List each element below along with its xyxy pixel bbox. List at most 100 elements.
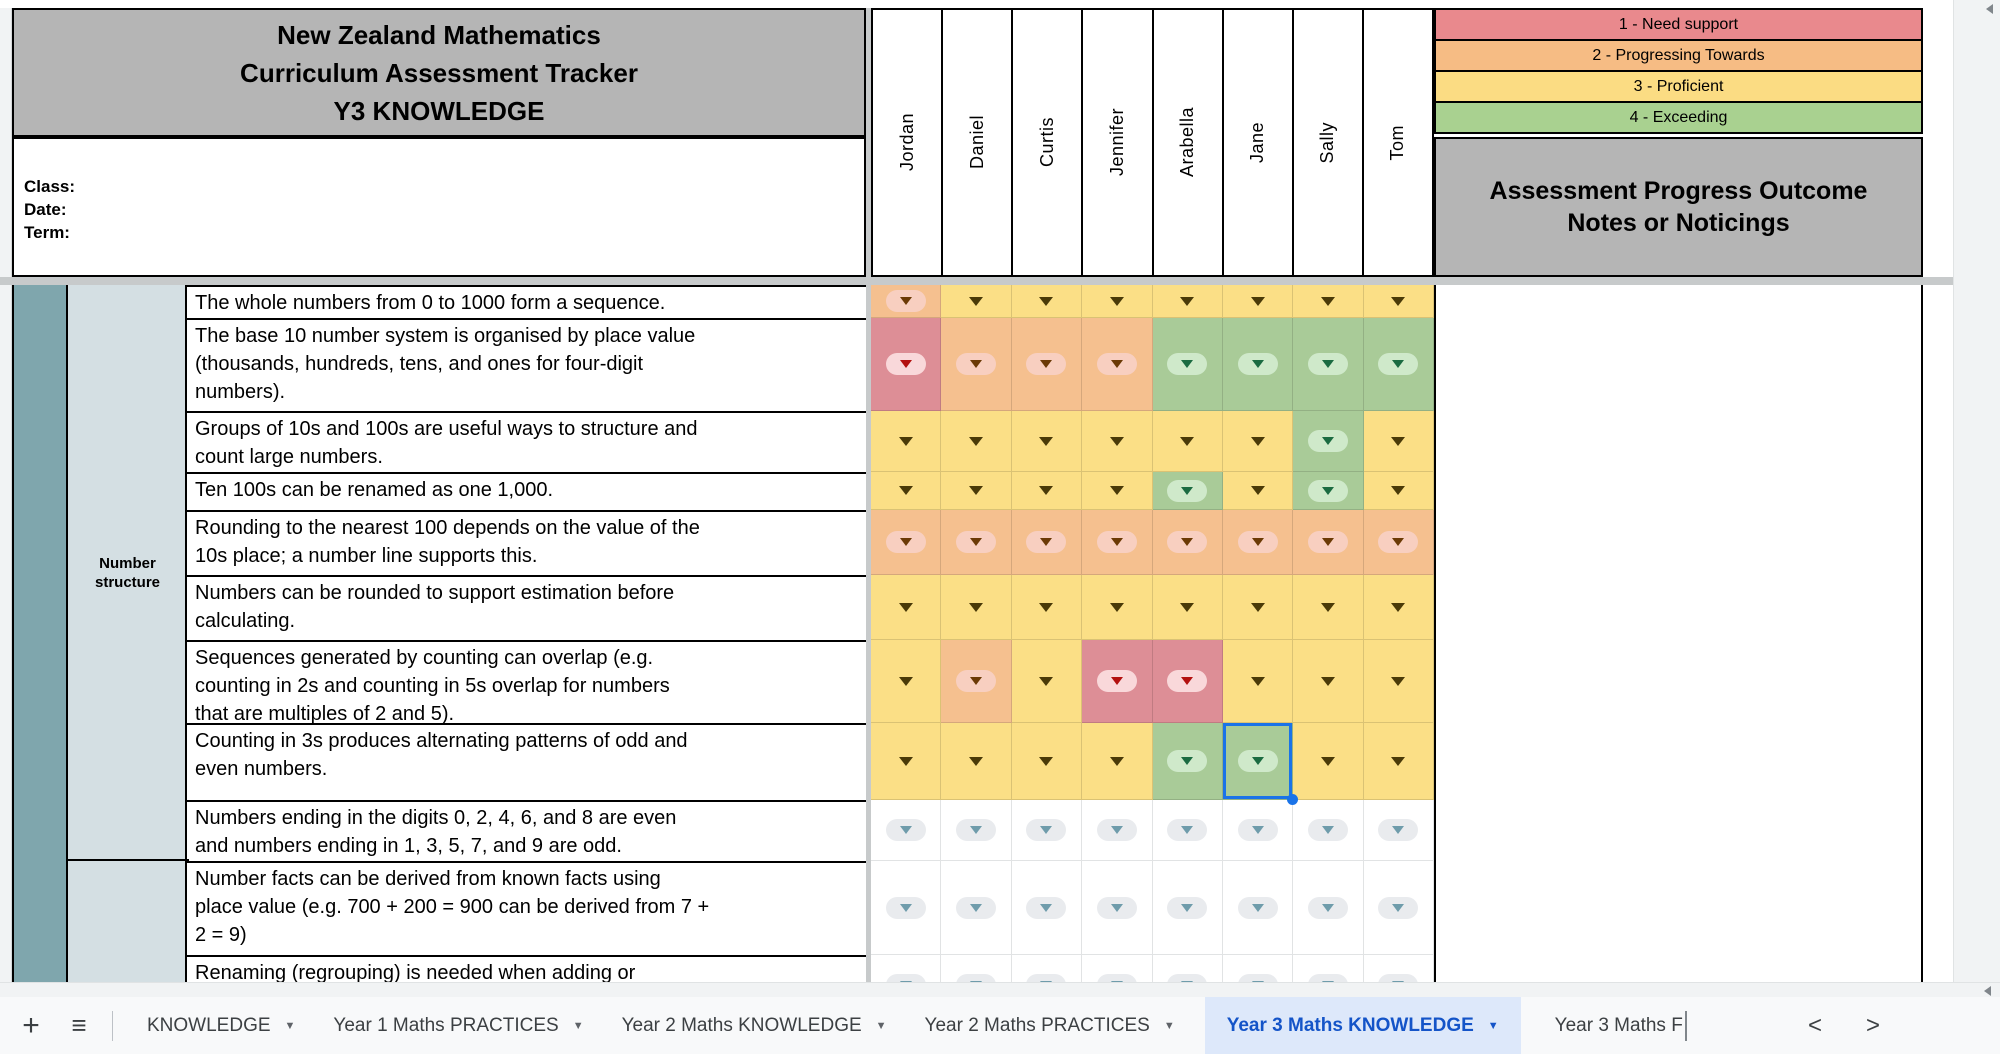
frozen-rows-divider[interactable] bbox=[0, 277, 1953, 285]
assessment-cell[interactable] bbox=[1363, 640, 1434, 723]
dropdown-chip[interactable] bbox=[1026, 896, 1067, 919]
assessment-cell[interactable] bbox=[1152, 861, 1223, 955]
dropdown-chip[interactable] bbox=[1378, 353, 1419, 375]
dropdown-arrow-icon[interactable] bbox=[899, 826, 912, 834]
assessment-cell-selected[interactable] bbox=[1222, 723, 1299, 805]
dropdown-arrow-icon[interactable] bbox=[1109, 602, 1124, 612]
statement-cell[interactable]: The whole numbers from 0 to 1000 form a … bbox=[187, 287, 866, 320]
tabs-scroll-left-button[interactable]: < bbox=[1808, 1011, 1823, 1039]
dropdown-chip[interactable] bbox=[1026, 531, 1067, 553]
statement-cell[interactable]: Counting in 3s produces alternating patt… bbox=[187, 725, 866, 802]
dropdown-arrow-icon[interactable] bbox=[1110, 677, 1123, 685]
statement-cell[interactable]: Ten 100s can be renamed as one 1,000. bbox=[187, 474, 866, 512]
dropdown-arrow-icon[interactable] bbox=[899, 297, 912, 305]
student-col-header[interactable]: Jordan bbox=[873, 10, 944, 275]
assessment-cell[interactable] bbox=[1293, 285, 1364, 318]
dropdown-arrow-icon[interactable] bbox=[1392, 903, 1405, 912]
assessment-cell[interactable] bbox=[1011, 411, 1083, 472]
assessment-cell[interactable] bbox=[1363, 800, 1434, 861]
statement-cell[interactable]: Number facts can be derived from known f… bbox=[187, 863, 866, 957]
dropdown-arrow-icon[interactable] bbox=[1181, 826, 1194, 834]
tab-menu-arrow-icon[interactable]: ▼ bbox=[875, 1019, 887, 1032]
assessment-cell[interactable] bbox=[941, 861, 1012, 955]
dropdown-arrow-icon[interactable] bbox=[898, 676, 913, 686]
assessment-cell[interactable] bbox=[941, 640, 1012, 723]
assessment-cell[interactable] bbox=[1082, 318, 1153, 411]
dropdown-arrow-icon[interactable] bbox=[1181, 538, 1194, 546]
dropdown-arrow-icon[interactable] bbox=[1321, 903, 1334, 912]
tab-menu-arrow-icon[interactable]: ▼ bbox=[572, 1019, 584, 1032]
student-col-header[interactable]: Jennifer bbox=[1083, 10, 1154, 275]
dropdown-chip[interactable] bbox=[1307, 531, 1348, 553]
dropdown-arrow-icon[interactable] bbox=[1391, 436, 1406, 446]
assessment-cell[interactable] bbox=[1011, 575, 1083, 640]
dropdown-arrow-icon[interactable] bbox=[1181, 903, 1194, 912]
dropdown-arrow-icon[interactable] bbox=[1180, 296, 1195, 306]
dropdown-arrow-icon[interactable] bbox=[1251, 538, 1264, 546]
dropdown-arrow-icon[interactable] bbox=[1391, 676, 1406, 686]
dropdown-chip[interactable] bbox=[885, 290, 926, 312]
dropdown-arrow-icon[interactable] bbox=[1391, 602, 1406, 612]
dropdown-chip[interactable] bbox=[956, 670, 997, 692]
dropdown-arrow-icon[interactable] bbox=[1039, 486, 1054, 495]
assessment-cell[interactable] bbox=[1152, 800, 1223, 861]
dropdown-chip[interactable] bbox=[1167, 670, 1208, 692]
assessment-cell[interactable] bbox=[1222, 318, 1294, 411]
assessment-cell[interactable] bbox=[941, 318, 1012, 411]
assessment-cell[interactable] bbox=[1293, 411, 1364, 472]
student-col-header[interactable]: Curtis bbox=[1013, 10, 1084, 275]
dropdown-arrow-icon[interactable] bbox=[1039, 436, 1054, 446]
assessment-cell[interactable] bbox=[1011, 285, 1083, 318]
assessment-cell[interactable] bbox=[1293, 723, 1364, 800]
dropdown-arrow-icon[interactable] bbox=[1180, 436, 1195, 446]
frozen-columns-divider[interactable] bbox=[866, 8, 871, 982]
dropdown-chip[interactable] bbox=[1307, 479, 1348, 502]
dropdown-chip[interactable] bbox=[1167, 479, 1208, 502]
dropdown-arrow-icon[interactable] bbox=[1320, 602, 1335, 612]
statement-cell[interactable]: Numbers can be rounded to support estima… bbox=[187, 577, 866, 642]
assessment-cell[interactable] bbox=[1011, 800, 1083, 861]
statement-cell[interactable]: The base 10 number system is organised b… bbox=[187, 320, 866, 413]
assessment-cell[interactable] bbox=[1082, 800, 1153, 861]
dropdown-chip[interactable] bbox=[1096, 896, 1137, 919]
statement-cell[interactable]: Rounding to the nearest 100 depends on t… bbox=[187, 512, 866, 577]
dropdown-chip[interactable] bbox=[885, 896, 926, 919]
dropdown-arrow-icon[interactable] bbox=[1250, 486, 1265, 495]
assessment-cell[interactable] bbox=[1152, 575, 1223, 640]
dropdown-arrow-icon[interactable] bbox=[1251, 360, 1264, 368]
sheet-tab[interactable]: KNOWLEDGE ▼ bbox=[143, 997, 299, 1054]
statement-cell[interactable]: Groups of 10s and 100s are useful ways t… bbox=[187, 413, 866, 474]
dropdown-arrow-icon[interactable] bbox=[1039, 602, 1054, 612]
student-col-header[interactable]: Daniel bbox=[943, 10, 1014, 275]
dropdown-chip[interactable] bbox=[1307, 430, 1348, 452]
dropdown-chip[interactable] bbox=[956, 353, 997, 375]
assessment-cell[interactable] bbox=[1011, 640, 1083, 723]
assessment-cell[interactable] bbox=[871, 285, 942, 318]
assessment-cell[interactable] bbox=[1082, 510, 1153, 575]
sheet-tab[interactable]: Year 2 Maths KNOWLEDGE ▼ bbox=[618, 997, 891, 1054]
assessment-cell[interactable] bbox=[1152, 285, 1223, 318]
horizontal-scrollbar[interactable] bbox=[0, 982, 2000, 997]
dropdown-arrow-icon[interactable] bbox=[1321, 437, 1334, 445]
assessment-cell[interactable] bbox=[1363, 318, 1434, 411]
add-sheet-button[interactable]: + bbox=[22, 1008, 40, 1042]
dropdown-arrow-icon[interactable] bbox=[1250, 676, 1265, 686]
assessment-cell[interactable] bbox=[1152, 318, 1223, 411]
dropdown-arrow-icon[interactable] bbox=[1040, 360, 1053, 368]
dropdown-chip[interactable] bbox=[1096, 819, 1137, 841]
assessment-cell[interactable] bbox=[1293, 861, 1364, 955]
assessment-cell[interactable] bbox=[1363, 510, 1434, 575]
assessment-cell[interactable] bbox=[871, 861, 942, 955]
tabs-scroll-right-button[interactable]: > bbox=[1866, 1011, 1881, 1039]
assessment-cell[interactable] bbox=[1152, 723, 1223, 800]
dropdown-arrow-icon[interactable] bbox=[898, 436, 913, 446]
dropdown-arrow-icon[interactable] bbox=[1040, 903, 1053, 912]
dropdown-arrow-icon[interactable] bbox=[970, 903, 983, 912]
dropdown-arrow-icon[interactable] bbox=[1251, 826, 1264, 834]
dropdown-arrow-icon[interactable] bbox=[1040, 826, 1053, 834]
assessment-cell[interactable] bbox=[1082, 861, 1153, 955]
notes-column[interactable] bbox=[1434, 285, 1923, 982]
assessment-cell[interactable] bbox=[1082, 472, 1153, 510]
dropdown-arrow-icon[interactable] bbox=[1109, 436, 1124, 446]
dropdown-arrow-icon[interactable] bbox=[1391, 296, 1406, 306]
